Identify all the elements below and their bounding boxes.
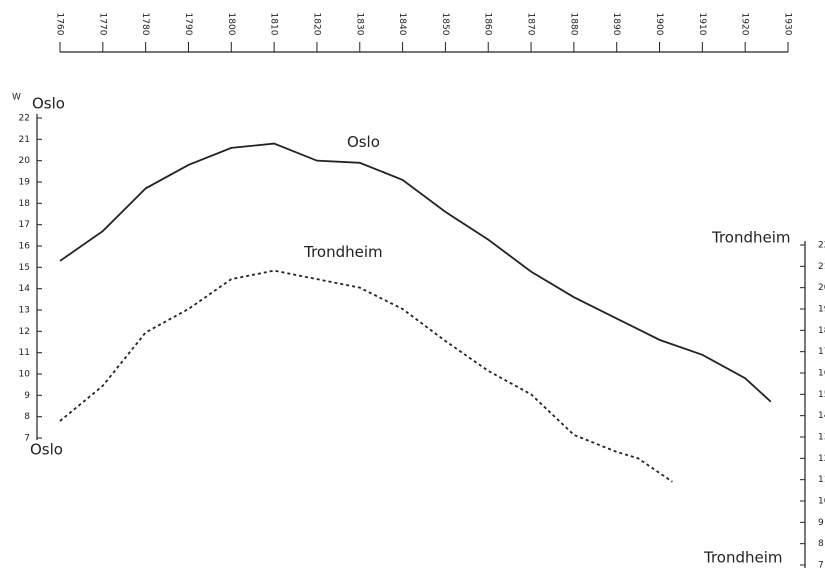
y-tick-label: 22 — [19, 114, 30, 124]
left-axis-bottom-label: Oslo — [30, 441, 63, 459]
y2-tick-label: 9 — [818, 518, 824, 528]
y-tick-label: 18 — [19, 199, 31, 209]
y-tick-label: 21 — [19, 135, 30, 145]
y2-tick-label: 12 — [818, 454, 825, 464]
left-axis-top-label: Oslo — [32, 95, 65, 113]
y-tick-label: 19 — [19, 178, 31, 188]
x-tick-label: 1910 — [697, 13, 707, 36]
y2-tick-label: 22 — [818, 241, 825, 251]
y2-tick-label: 11 — [818, 475, 825, 485]
x-tick-label: 1930 — [783, 13, 793, 36]
y2-tick-label: 16 — [818, 369, 825, 379]
series-line — [59, 142, 772, 403]
y-tick-label: 17 — [19, 220, 30, 230]
x-tick-label: 1840 — [397, 13, 407, 36]
y-tick-label: 20 — [19, 156, 31, 166]
right-axis-top-label: Trondheim — [711, 229, 791, 247]
right-axis-bottom-label: Trondheim — [703, 549, 783, 567]
x-tick-label: 1800 — [226, 13, 236, 36]
y-tick-label: 7 — [24, 434, 30, 444]
x-tick-label: 1890 — [611, 13, 621, 36]
y2-tick-label: 10 — [818, 497, 825, 507]
y-tick-label: 10 — [19, 370, 31, 380]
x-tick-label: 1900 — [654, 13, 664, 36]
x-tick-label: 1790 — [183, 13, 193, 36]
x-tick-label: 1780 — [140, 13, 150, 36]
y2-tick-label: 7 — [818, 561, 824, 568]
x-tick-label: 1770 — [97, 13, 107, 36]
y-tick-label: 15 — [19, 263, 30, 273]
x-tick-label: 1760 — [55, 13, 65, 36]
y2-tick-label: 14 — [818, 411, 825, 421]
y2-tick-label: 8 — [818, 539, 824, 549]
y2-tick-label: 18 — [818, 326, 825, 336]
y-tick-label: 8 — [24, 412, 30, 422]
y2-tick-label: 15 — [818, 390, 825, 400]
y-tick-label: 14 — [19, 284, 31, 294]
y-tick-label: 13 — [19, 306, 30, 316]
series-line — [59, 269, 673, 483]
x-tick-label: 1880 — [568, 13, 578, 36]
x-tick-label: 1870 — [526, 13, 536, 36]
unit-label: W — [12, 93, 21, 103]
x-tick-label: 1850 — [440, 13, 450, 36]
series-label: Trondheim — [303, 243, 383, 261]
y2-tick-label: 21 — [818, 262, 825, 272]
y2-tick-label: 20 — [818, 283, 825, 293]
y-tick-label: 9 — [24, 391, 30, 401]
y2-tick-label: 19 — [818, 305, 825, 315]
y2-tick-label: 17 — [818, 347, 825, 357]
x-tick-label: 1820 — [311, 13, 321, 36]
x-tick-label: 1920 — [740, 13, 750, 36]
x-tick-label: 1810 — [269, 13, 279, 36]
x-tick-label: 1830 — [354, 13, 364, 36]
y-tick-label: 12 — [19, 327, 30, 337]
y2-tick-label: 13 — [818, 433, 825, 443]
series-label: Oslo — [347, 133, 380, 151]
x-tick-label: 1860 — [483, 13, 493, 36]
y-tick-label: 11 — [19, 348, 30, 358]
y-tick-label: 16 — [19, 242, 31, 252]
